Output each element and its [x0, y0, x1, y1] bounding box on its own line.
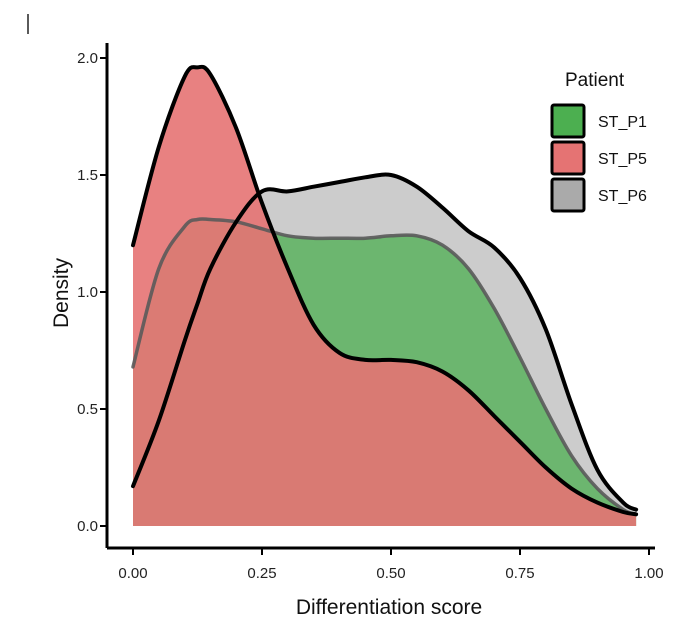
density-outline-st-p5 — [131, 64, 639, 517]
density-areas — [133, 66, 637, 527]
density-area-st-p5 — [133, 66, 637, 526]
legend-label-st-p6: ST_P6 — [598, 188, 647, 205]
y-tick-label: 2.0 — [77, 50, 98, 67]
y-tick-label: 1.0 — [77, 284, 98, 301]
legend-label-st-p1: ST_P1 — [598, 114, 647, 131]
legend-title: Patient — [565, 70, 625, 91]
y-tick-label: 0.0 — [77, 518, 98, 535]
legend-label-st-p5: ST_P5 — [598, 151, 647, 168]
y-ticks: 0.0 0.5 1.0 1.5 2.0 — [77, 50, 107, 535]
density-outline-st-p1 — [131, 217, 638, 517]
y-axis-title: Density — [50, 257, 73, 328]
x-tick-label: 0.00 — [118, 565, 147, 582]
density-outline-st-p6 — [131, 172, 639, 512]
legend: Patient ST_P1 ST_P5 ST_P6 — [550, 70, 647, 213]
x-tick-label: 0.50 — [376, 565, 405, 582]
x-tick-label: 1.00 — [634, 565, 663, 582]
x-axis-title: Differentiation score — [296, 596, 482, 619]
legend-swatch-st-p6 — [550, 177, 586, 213]
legend-swatch-st-p1 — [550, 103, 586, 139]
y-tick-label: 0.5 — [77, 401, 98, 418]
density-outlines — [131, 64, 639, 517]
x-tick-label: 0.25 — [247, 565, 276, 582]
legend-swatch-st-p5 — [550, 140, 586, 176]
y-tick-label: 1.5 — [77, 167, 98, 184]
x-tick-label: 0.75 — [505, 565, 534, 582]
x-ticks: 0.00 0.25 0.50 0.75 1.00 — [118, 548, 664, 582]
